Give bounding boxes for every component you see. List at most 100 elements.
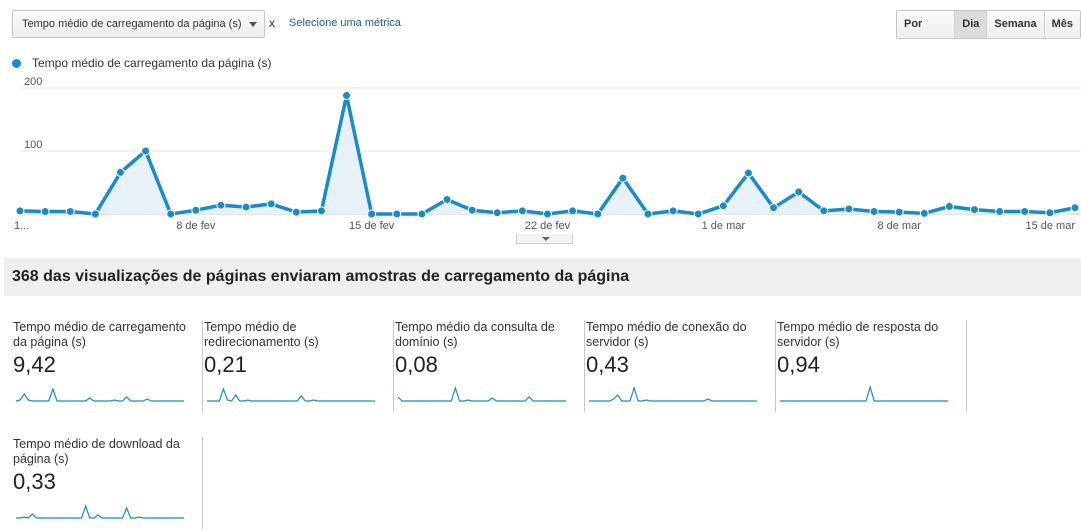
x-tick-label: 8 de fev	[176, 220, 216, 232]
metric-card-value: 0,94	[777, 352, 820, 377]
data-point[interactable]	[819, 206, 829, 216]
sparkline-line	[397, 386, 566, 402]
data-point[interactable]	[216, 200, 226, 210]
metric-card[interactable]: Tempo médio de redirecionamento (s) 0,21	[204, 320, 394, 412]
x-tick-label: 8 de mar	[877, 220, 921, 232]
series-line	[19, 93, 1076, 216]
sparkline-line	[15, 387, 184, 402]
metric-card[interactable]: Tempo médio de resposta do servidor (s) 0…	[777, 320, 967, 412]
data-point[interactable]	[392, 209, 402, 219]
data-point[interactable]	[643, 209, 653, 219]
data-point[interactable]	[115, 167, 125, 177]
data-point[interactable]	[718, 201, 728, 211]
data-point[interactable]	[492, 208, 502, 218]
x-tick-label: 15 de mar	[1025, 220, 1075, 232]
line-chart[interactable]: 200 100 1... 8 de fev 15 de fev 22 de fev 1 de…	[0, 76, 1081, 236]
granularity-month-button[interactable]: Mês	[1043, 11, 1080, 38]
sparkline-chart	[589, 386, 757, 402]
metric-card[interactable]: Tempo médio da consulta de domínio (s) 0,…	[395, 320, 585, 412]
data-point[interactable]	[266, 199, 276, 209]
data-point[interactable]	[191, 205, 201, 215]
metric-select[interactable]: Tempo médio de carregamento da página (s…	[12, 10, 265, 38]
series-area	[20, 95, 1075, 214]
sparkline-line	[207, 387, 375, 402]
data-point[interactable]	[743, 168, 753, 178]
data-point[interactable]	[1020, 206, 1030, 216]
data-point[interactable]	[90, 209, 100, 219]
data-point[interactable]	[995, 206, 1005, 216]
sparkline-chart	[16, 504, 184, 519]
data-point[interactable]	[618, 173, 628, 183]
data-point[interactable]	[769, 203, 779, 213]
metric-card-value: 0,33	[13, 469, 56, 494]
metric-card-title: Tempo médio de conexão do servidor (s)	[586, 320, 747, 349]
sparkline-line	[780, 384, 948, 402]
select-metric-link[interactable]: Selecione uma métrica	[289, 17, 401, 29]
data-point[interactable]	[166, 209, 176, 219]
summary-header: 368 das visualizações de páginas enviara…	[4, 258, 1081, 296]
x-tick-label: 1...	[14, 220, 29, 232]
metric-card-value: 0,43	[586, 352, 629, 377]
data-point[interactable]	[593, 209, 603, 219]
metric-card-value: 0,08	[395, 352, 438, 377]
metric-card-title: Tempo médio de resposta do servidor (s)	[777, 320, 939, 349]
sparkline-chart	[397, 386, 566, 402]
data-point[interactable]	[241, 202, 251, 212]
sparkline-chart	[15, 387, 184, 402]
metric-card-title: Tempo médio de carregamento da página (s…	[13, 320, 187, 349]
metric-card-value: 9,42	[13, 352, 56, 377]
data-point[interactable]	[693, 209, 703, 219]
sparkline-line	[16, 504, 184, 519]
data-point[interactable]	[65, 206, 75, 216]
data-point[interactable]	[417, 209, 427, 219]
metric-card-title: Tempo médio de download da página (s)	[13, 437, 180, 466]
metric-card[interactable]: Tempo médio de download da página (s) 0,3…	[13, 437, 203, 529]
metric-select-label: Tempo médio de carregamento da página (s…	[22, 18, 242, 30]
data-point[interactable]	[15, 206, 25, 216]
remove-metric-button[interactable]: x	[269, 16, 275, 30]
data-point[interactable]	[467, 205, 477, 215]
chevron-down-icon	[249, 22, 257, 27]
data-point[interactable]	[367, 209, 377, 219]
x-tick-label: 22 de fev	[525, 220, 571, 232]
chart-toolbar: Tempo médio de carregamento da página (s…	[0, 0, 1081, 50]
data-point[interactable]	[869, 206, 879, 216]
metric-card[interactable]: Tempo médio de conexão do servidor (s) 0,…	[586, 320, 776, 412]
metric-card-value: 0,21	[204, 352, 247, 377]
x-tick-label: 1 de mar	[702, 220, 746, 232]
sparkline-chart	[780, 384, 948, 402]
data-point[interactable]	[970, 205, 980, 215]
data-point[interactable]	[794, 187, 804, 197]
sparkline-line	[589, 386, 757, 402]
granularity-week-button[interactable]: Semana	[986, 11, 1044, 38]
x-tick-label: 15 de fev	[349, 220, 395, 232]
data-point[interactable]	[342, 91, 352, 101]
y-tick-label: 200	[24, 76, 42, 88]
metric-card[interactable]: Tempo médio de carregamento da página (s…	[13, 320, 203, 412]
legend-label: Tempo médio de carregamento da página (s…	[32, 56, 272, 70]
data-point[interactable]	[316, 206, 326, 216]
sparkline-chart	[207, 387, 375, 402]
data-point[interactable]	[894, 207, 904, 217]
granularity-selector: Por hora Dia Semana Mês	[896, 10, 1081, 39]
data-point[interactable]	[1045, 208, 1055, 218]
data-point[interactable]	[1070, 203, 1080, 213]
data-point[interactable]	[517, 206, 527, 216]
data-point[interactable]	[442, 195, 452, 205]
legend-dot-icon	[12, 58, 21, 68]
data-point[interactable]	[919, 208, 929, 218]
data-point[interactable]	[141, 146, 151, 156]
data-point[interactable]	[291, 207, 301, 217]
data-point[interactable]	[668, 206, 678, 216]
metric-card-title: Tempo médio de redirecionamento (s)	[204, 320, 319, 349]
data-point[interactable]	[543, 209, 552, 219]
expand-chart-toggle[interactable]	[516, 234, 573, 244]
data-point[interactable]	[568, 206, 578, 216]
chart-legend: Tempo médio de carregamento da página (s…	[12, 56, 271, 70]
granularity-hour-button[interactable]: Por hora	[897, 11, 955, 38]
data-point[interactable]	[944, 201, 954, 211]
data-point[interactable]	[40, 206, 50, 216]
metric-card-title: Tempo médio da consulta de domínio (s)	[395, 320, 555, 349]
data-point[interactable]	[844, 204, 854, 214]
granularity-day-button[interactable]: Dia	[954, 11, 987, 38]
